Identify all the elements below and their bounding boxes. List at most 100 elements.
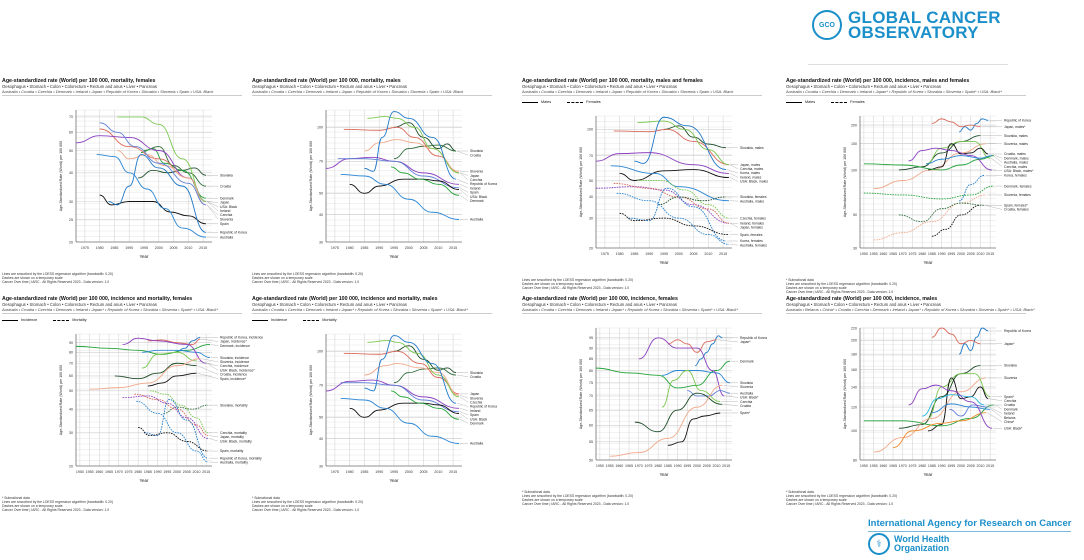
brand-line-1: GLOBAL CANCER xyxy=(848,8,1001,27)
y-tick-label: 90 xyxy=(69,341,73,345)
series-label: Republic of Korea, incidence xyxy=(220,336,263,340)
legend-swatch xyxy=(831,101,848,103)
series-label: Spain, females* xyxy=(1004,203,1028,207)
x-tick-label: 2010 xyxy=(434,246,442,250)
series-line-australia xyxy=(687,390,731,397)
y-axis-label: Age-Standardized Rate (World) per 100 00… xyxy=(579,147,583,217)
series-line-australia-males xyxy=(926,155,993,165)
y-tick-label: 30 xyxy=(69,431,73,435)
x-axis-label: Year xyxy=(139,254,149,259)
series-line-czechia-mortality xyxy=(149,390,209,434)
series-label: Slovakia, males xyxy=(1004,134,1028,138)
series-line-belarus xyxy=(931,403,991,414)
gco-brand: GCO GLOBAL CANCER OBSERVATORY xyxy=(812,8,1001,42)
x-tick-label: 1980 xyxy=(654,464,662,468)
series-line-korea-females xyxy=(628,187,727,242)
series-label: Japan, mortality xyxy=(220,435,244,439)
x-tick-label: 2015 xyxy=(449,470,457,474)
series-label: Croatia, incidence xyxy=(220,373,247,377)
legend-item: Incidence xyxy=(2,318,37,322)
series-label: Croatia, males xyxy=(1004,152,1026,156)
series-line-czechia xyxy=(661,370,721,408)
y-tick-label: 20 xyxy=(69,240,73,244)
y-tick-label: 30 xyxy=(589,216,593,220)
footnote-line: Lines are smoothed by the LOESS regressi… xyxy=(786,494,898,498)
series-label: Japan, males xyxy=(740,163,760,167)
series-line-australia xyxy=(96,154,207,238)
x-tick-label: 1990 xyxy=(645,252,653,256)
series-line-slovakia-females xyxy=(658,196,727,206)
y-tick-label: 80 xyxy=(589,369,593,373)
chart-countries: Australia • Croatia • Czechia • Denmark … xyxy=(522,89,762,96)
chart-panel-p2: Age-standardized rate (World) per 100 00… xyxy=(252,78,514,293)
x-tick-label: 1955 xyxy=(870,252,878,256)
x-tick-label: 1950 xyxy=(596,464,604,468)
series-leader-line xyxy=(207,201,219,203)
y-tick-label: 85 xyxy=(589,357,593,361)
series-leader-line xyxy=(993,169,1003,171)
y-tick-label: 80 xyxy=(853,458,857,462)
y-tick-label: 50 xyxy=(69,389,73,393)
series-label: USA: Black* xyxy=(740,396,759,400)
legend-label: Males xyxy=(805,100,816,104)
y-tick-label: 200 xyxy=(851,123,857,127)
y-axis-label: Age-Standardized Rate (World) per 100 00… xyxy=(309,141,313,211)
y-tick-label: 50 xyxy=(319,416,323,420)
x-tick-label: 1995 xyxy=(947,464,955,468)
chart-title: Age-standardized rate (World) per 100 00… xyxy=(522,78,703,84)
footnote-line: Lines are smoothed by the LOESS regressi… xyxy=(252,500,364,504)
legend-label: Incidence xyxy=(21,318,38,322)
series-leader-line xyxy=(459,189,469,197)
series-line-czechia-incidence xyxy=(141,351,197,369)
x-tick-label: 2010 xyxy=(704,252,712,256)
series-label: Australia xyxy=(220,235,233,239)
x-tick-label: 1975 xyxy=(908,464,916,468)
x-tick-label: 1985 xyxy=(630,252,638,256)
chart-countries: Australia • Croatia • Czechia • Denmark … xyxy=(2,307,242,314)
x-tick-label: 2000 xyxy=(155,246,163,250)
series-line-spain- xyxy=(927,373,991,419)
series-label: Croatia xyxy=(740,404,751,408)
x-tick-label: 1955 xyxy=(606,464,614,468)
x-tick-label: 1980 xyxy=(134,470,142,474)
series-line-croatia xyxy=(143,146,207,187)
legend-swatch xyxy=(53,319,70,321)
y-tick-label: 30 xyxy=(69,200,73,204)
legend-item: Males xyxy=(786,100,815,104)
series-line-croatia xyxy=(393,144,457,160)
brand-divider xyxy=(808,64,1008,65)
x-tick-label: 1970 xyxy=(635,464,643,468)
series-line-slovenia xyxy=(609,384,723,457)
x-tick-label: 1985 xyxy=(664,464,672,468)
x-tick-label: 1995 xyxy=(683,464,691,468)
legend-label: Mortality xyxy=(322,318,337,322)
x-tick-label: 2000 xyxy=(405,246,413,250)
series-label: Korea, females xyxy=(740,239,763,243)
series-label: Belarus xyxy=(1004,416,1016,420)
series-label: Czechia xyxy=(220,213,232,217)
y-tick-label: 50 xyxy=(319,192,323,196)
series-leader-line xyxy=(459,172,469,180)
series-line-croatia xyxy=(634,392,723,433)
chart-cancer-sites: Oesophagus • Stomach • Colon • Colorectu… xyxy=(2,84,157,89)
series-label: Slovakia xyxy=(470,371,483,375)
series-label: Japan xyxy=(220,201,229,205)
x-tick-label: 1995 xyxy=(390,470,398,474)
y-tick-label: 120 xyxy=(851,405,857,409)
series-leader-line xyxy=(729,164,739,170)
y-tick-label: 80 xyxy=(69,351,73,355)
series-label: Czechia xyxy=(470,400,482,404)
y-tick-label: 100 xyxy=(317,350,323,354)
brand-line-2: OBSERVATORY xyxy=(848,23,979,42)
series-leader-line xyxy=(459,195,469,201)
y-tick-label: 20 xyxy=(69,464,73,468)
series-label: Ireland xyxy=(470,186,480,190)
series-line-croatia-incidence xyxy=(114,362,197,380)
series-label: Spain xyxy=(220,222,229,226)
x-axis-label: Year xyxy=(659,472,669,477)
y-tick-label: 40 xyxy=(69,171,73,175)
series-line-japan-mortality xyxy=(134,393,209,436)
series-leader-line xyxy=(729,223,739,228)
series-line-republic-of-korea xyxy=(958,327,989,355)
series-leader-line xyxy=(717,339,739,343)
